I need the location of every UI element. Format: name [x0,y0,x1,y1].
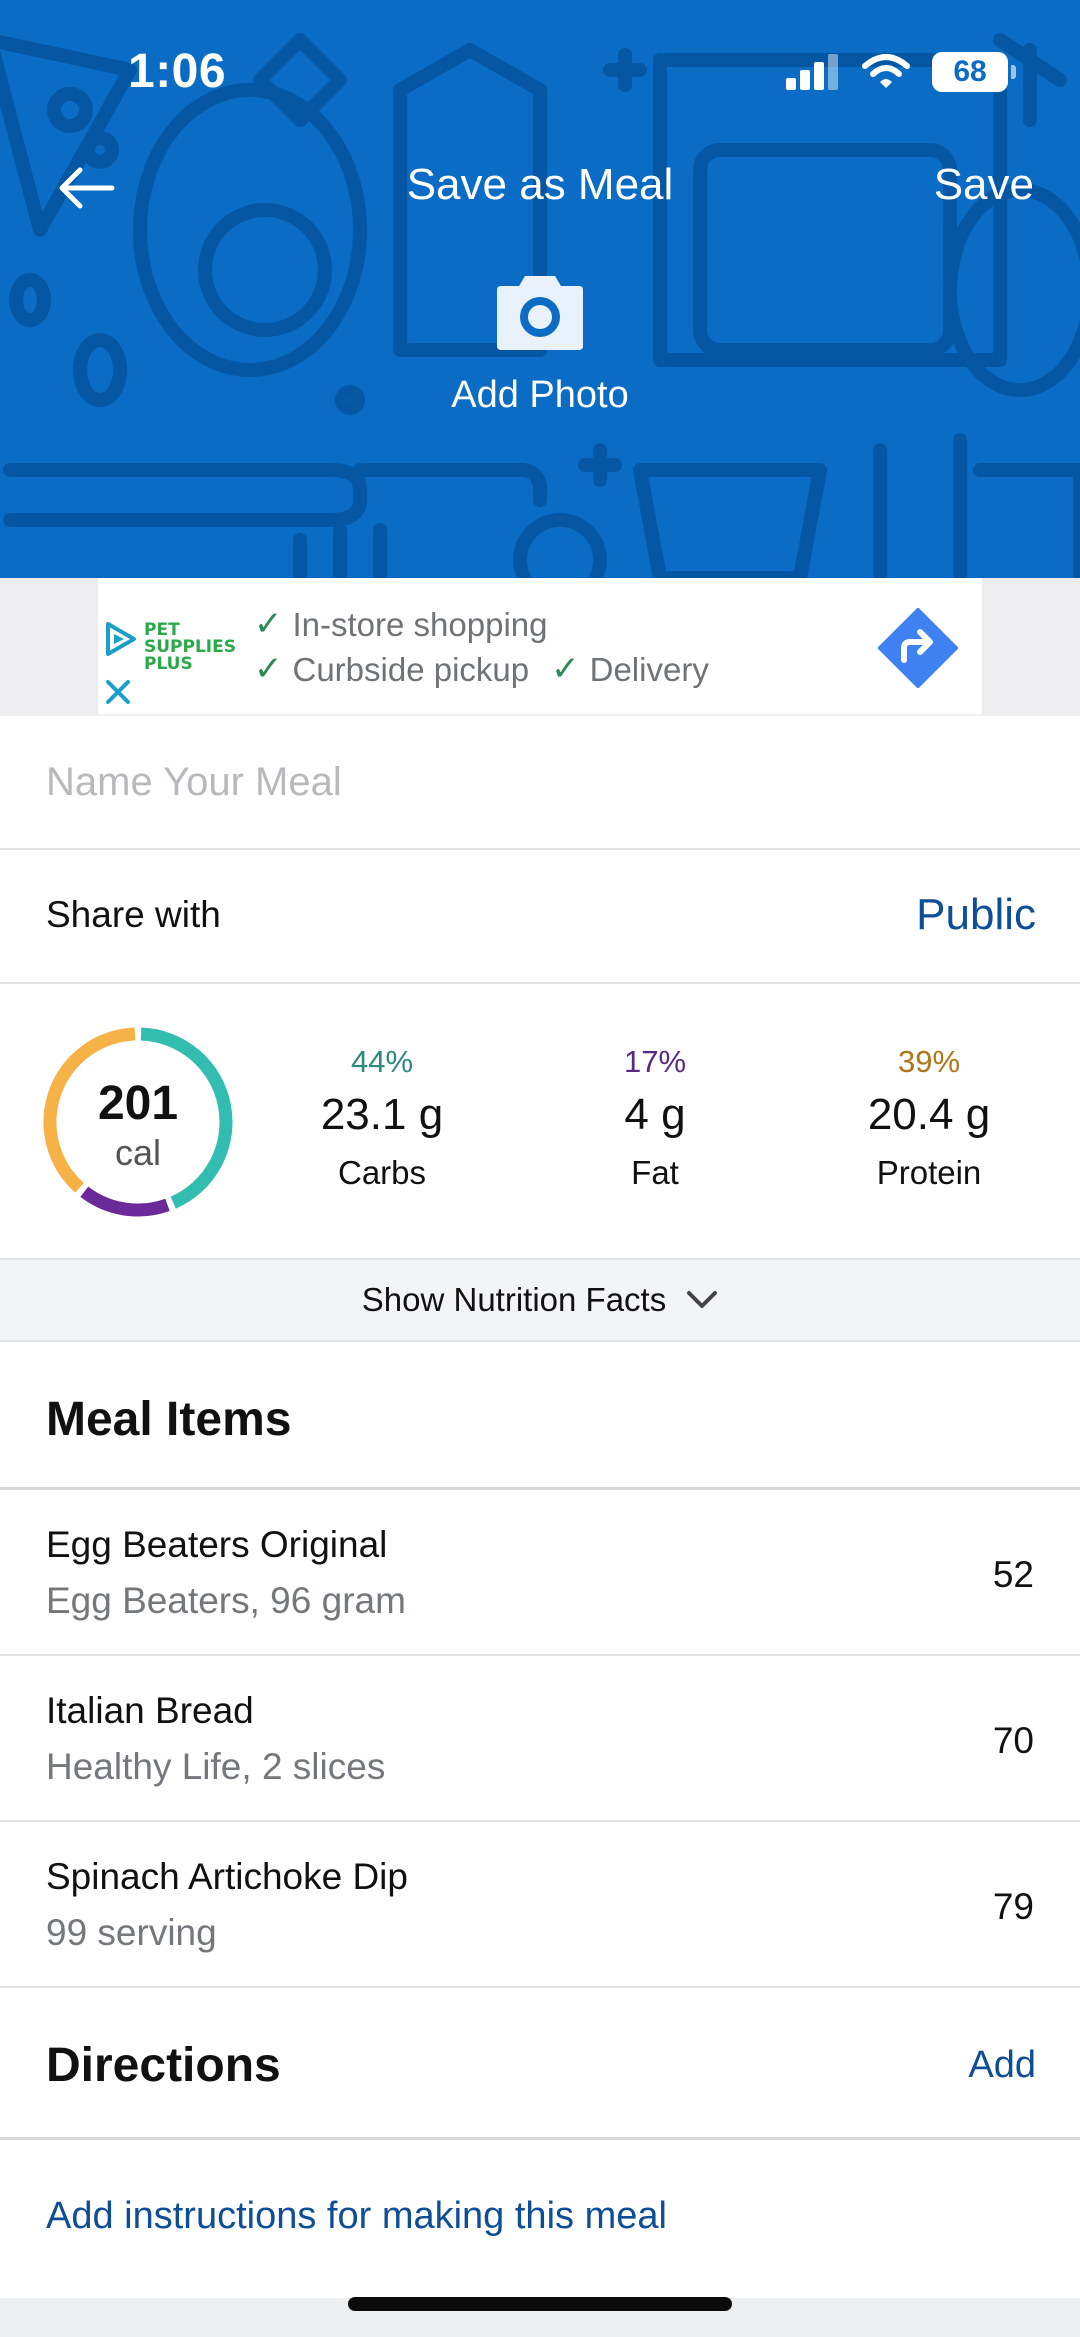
calorie-ring [43,1027,233,1217]
home-indicator[interactable] [348,2297,732,2311]
ad-close-icon[interactable] [104,678,132,706]
directions-heading: Directions [46,2039,281,2092]
meal-item-detail: Egg Beaters, 96 gram [46,1580,406,1621]
macro-fat: 17% 4 g Fat [535,1044,775,1192]
nutrition-summary: 201 cal 44% 23.1 g Carbs 17% 4 g Fat 39%… [0,984,1080,1260]
meal-items-heading: Meal Items [46,1393,292,1446]
macro-label: Carbs [337,1154,427,1191]
add-instructions-link[interactable]: Add instructions for making this meal [46,2195,667,2237]
brand-logo-text: PET SUPPLIES PLUS [144,620,236,674]
macro-grams: 4 g [624,1090,686,1139]
brand-logo-icon [106,622,136,656]
meal-item-row[interactable]: Egg Beaters Original Egg Beaters, 96 gra… [0,1490,1080,1656]
ring-segment-fat [80,1186,170,1217]
macro-percent: 44% [350,1044,414,1079]
chevron-down-icon [687,1291,718,1308]
meal-name-row [0,716,1080,850]
meal-item-calories: 52 [992,1554,1034,1595]
ad-features: ✓ In-store shopping ✓ Curbside pickup ✓ … [254,602,709,692]
ad-feature: Curbside pickup [292,651,530,688]
camera-icon [497,276,583,350]
meal-item-calories: 79 [992,1886,1034,1927]
back-arrow-icon [59,167,115,209]
calories-unit: cal [114,1132,162,1173]
signal-icon [786,54,838,90]
add-photo-label: Add Photo [451,374,629,416]
macro-carbs: 44% 23.1 g Carbs [262,1044,502,1192]
page-title: Save as Meal [406,160,674,209]
food-pattern-background [0,33,1080,578]
meal-item-name: Spinach Artichoke Dip [46,1856,408,1897]
share-with-row[interactable]: Share with Public [0,850,1080,984]
ring-segment-carbs [140,1027,233,1209]
ad-feature: Delivery [589,651,709,688]
check-icon: ✓ [551,650,580,688]
add-directions-button[interactable]: Add [968,2044,1036,2086]
nutrition-toggle-label: Show Nutrition Facts [361,1281,667,1318]
share-with-label: Share with [46,894,221,935]
wifi-icon [862,54,910,88]
check-icon: ✓ [254,650,283,688]
meal-item-row[interactable]: Italian Bread Healthy Life, 2 slices 70 [0,1656,1080,1822]
ad-feature-line: ✓ In-store shopping [254,602,709,647]
battery-icon: 68 [932,52,1016,92]
share-with-value[interactable]: Public [916,890,1036,939]
status-icons: 68 [786,50,1016,94]
meal-item-calories: 70 [992,1720,1034,1761]
back-button[interactable] [56,158,126,218]
meal-items-header: Meal Items [0,1342,1080,1490]
meal-item-detail: Healthy Life, 2 slices [46,1746,386,1787]
meal-name-input[interactable] [46,752,1036,812]
calories-value: 201 [97,1077,179,1130]
macro-grams: 23.1 g [320,1090,444,1139]
ring-segment-protein [43,1027,136,1193]
macro-grams: 20.4 g [867,1090,991,1139]
ad-feature: In-store shopping [292,606,548,643]
save-button[interactable]: Save [933,160,1034,209]
macro-percent: 39% [897,1044,961,1079]
macro-protein: 39% 20.4 g Protein [809,1044,1049,1192]
ad-banner[interactable]: PET SUPPLIES PLUS ✓ In-store shopping ✓ … [98,578,982,714]
header: 1:06 68 Save as Meal Save [0,0,1080,578]
status-time: 1:06 [128,45,227,98]
check-icon: ✓ [254,605,283,643]
nav-bar: Save as Meal Save [0,140,1080,230]
directions-header: Directions Add [0,1988,1080,2140]
ad-feature-line: ✓ Curbside pickup ✓ Delivery [254,647,709,692]
directions-icon[interactable] [878,608,958,688]
meal-item-name: Egg Beaters Original [46,1524,388,1565]
macro-percent: 17% [623,1044,687,1079]
macro-label: Protein [876,1154,982,1191]
macro-label: Fat [631,1154,679,1191]
meal-item-detail: 99 serving [46,1912,217,1953]
add-photo-button[interactable]: Add Photo [400,272,680,442]
status-bar: 1:06 68 [0,0,1080,140]
ad-strip: PET SUPPLIES PLUS ✓ In-store shopping ✓ … [0,578,1080,716]
show-nutrition-facts-button[interactable]: Show Nutrition Facts [0,1260,1080,1342]
meal-item-name: Italian Bread [46,1690,254,1731]
meal-item-row[interactable]: Spinach Artichoke Dip 99 serving 79 [0,1822,1080,1988]
